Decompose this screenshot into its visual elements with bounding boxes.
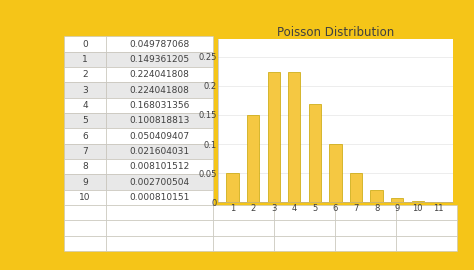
- Bar: [336, 236, 396, 251]
- Bar: [274, 220, 336, 236]
- Bar: [288, 72, 301, 202]
- Bar: [350, 173, 362, 202]
- Bar: [64, 36, 106, 52]
- Bar: [106, 220, 213, 236]
- Bar: [106, 205, 213, 220]
- Text: 7: 7: [82, 147, 88, 156]
- Bar: [370, 190, 383, 202]
- Text: 0.049787068: 0.049787068: [129, 40, 190, 49]
- Bar: [106, 159, 213, 174]
- Bar: [336, 205, 396, 220]
- Bar: [106, 82, 213, 98]
- Bar: [274, 236, 336, 251]
- Text: 8: 8: [82, 162, 88, 171]
- Bar: [106, 36, 213, 52]
- Text: 9: 9: [82, 178, 88, 187]
- Bar: [274, 205, 336, 220]
- Bar: [106, 52, 213, 67]
- Text: 0.224041808: 0.224041808: [130, 70, 190, 79]
- Text: 3: 3: [82, 86, 88, 94]
- Bar: [411, 201, 424, 202]
- Text: 0.224041808: 0.224041808: [130, 86, 190, 94]
- Bar: [213, 205, 274, 220]
- Bar: [64, 236, 106, 251]
- Bar: [329, 144, 342, 202]
- Text: 1: 1: [82, 55, 88, 64]
- Bar: [396, 205, 457, 220]
- Bar: [64, 159, 106, 174]
- Bar: [247, 115, 259, 202]
- Bar: [309, 104, 321, 202]
- Bar: [64, 98, 106, 113]
- Bar: [106, 67, 213, 82]
- Bar: [64, 113, 106, 129]
- Text: 2: 2: [82, 70, 88, 79]
- Text: 0.100818813: 0.100818813: [129, 116, 190, 125]
- Title: Poisson Distribution: Poisson Distribution: [277, 26, 394, 39]
- Bar: [106, 113, 213, 129]
- Bar: [396, 220, 457, 236]
- Text: 0: 0: [82, 40, 88, 49]
- Bar: [106, 174, 213, 190]
- Bar: [64, 220, 106, 236]
- Bar: [64, 82, 106, 98]
- Text: 4: 4: [82, 101, 88, 110]
- Text: 0.008101512: 0.008101512: [129, 162, 190, 171]
- Bar: [64, 129, 106, 144]
- Bar: [64, 190, 106, 205]
- Text: 0.000810151: 0.000810151: [129, 193, 190, 202]
- Text: 0.002700504: 0.002700504: [129, 178, 190, 187]
- Text: 0.149361205: 0.149361205: [129, 55, 190, 64]
- Text: 6: 6: [82, 131, 88, 141]
- Text: 0.021604031: 0.021604031: [129, 147, 190, 156]
- Bar: [106, 144, 213, 159]
- Text: 0.168031356: 0.168031356: [129, 101, 190, 110]
- Bar: [213, 220, 274, 236]
- Bar: [336, 220, 396, 236]
- Bar: [64, 52, 106, 67]
- Bar: [227, 173, 239, 202]
- Bar: [106, 98, 213, 113]
- Text: 0.050409407: 0.050409407: [129, 131, 190, 141]
- Bar: [64, 174, 106, 190]
- Bar: [106, 190, 213, 205]
- Bar: [106, 129, 213, 144]
- Bar: [64, 67, 106, 82]
- Text: 5: 5: [82, 116, 88, 125]
- Bar: [106, 236, 213, 251]
- Bar: [64, 144, 106, 159]
- Bar: [64, 205, 106, 220]
- Bar: [391, 198, 403, 202]
- Bar: [213, 236, 274, 251]
- Bar: [268, 72, 280, 202]
- Text: 10: 10: [79, 193, 91, 202]
- Bar: [396, 236, 457, 251]
